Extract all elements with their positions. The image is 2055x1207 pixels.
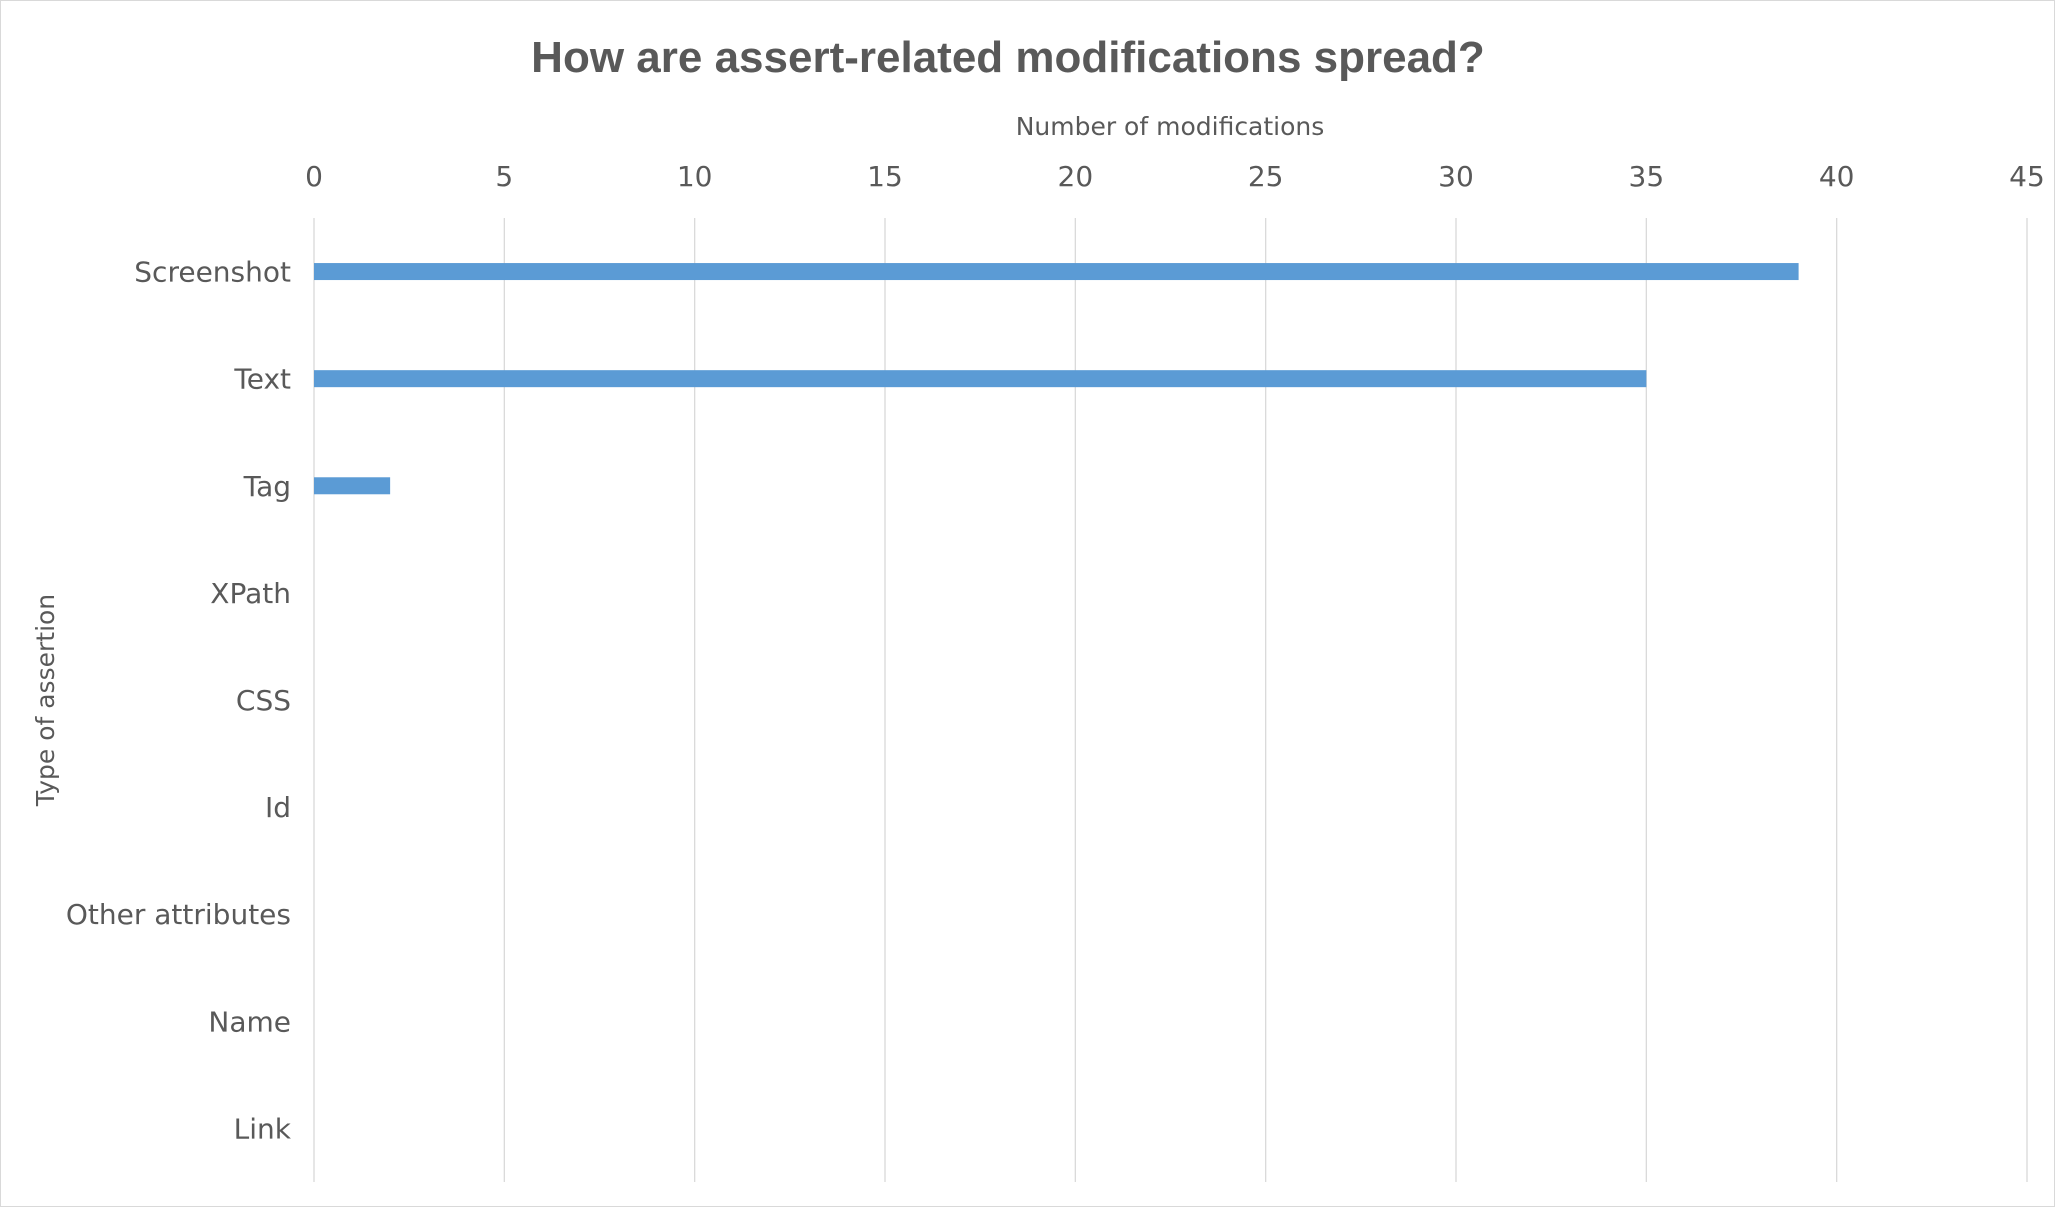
category-label: CSS: [236, 684, 291, 717]
x-tick-label: 25: [1248, 160, 1284, 193]
x-tick-label: 0: [305, 160, 323, 193]
x-tick-label: 40: [1819, 160, 1855, 193]
category-label: Id: [265, 791, 291, 824]
category-label: Text: [233, 363, 291, 396]
category-label: Name: [208, 1005, 291, 1038]
category-label: Screenshot: [134, 256, 291, 289]
x-tick-label: 5: [495, 160, 513, 193]
category-label: Link: [234, 1112, 292, 1145]
category-labels: Screenshot Text Tag XPath CSS Id Other attribu…: [66, 256, 292, 1146]
chart-title: How are assert-related modifications spr…: [531, 33, 1485, 82]
category-label: XPath: [210, 577, 291, 610]
x-tick-label: 20: [1058, 160, 1094, 193]
gridlines: [313, 218, 2028, 1182]
x-tick-label: 10: [677, 160, 713, 193]
y-axis-title: Type of assertion: [31, 594, 60, 807]
category-label: Other attributes: [66, 898, 291, 931]
bar-text: [314, 370, 1647, 388]
bar-tag: [314, 477, 391, 495]
x-tick-label: 30: [1438, 160, 1474, 193]
x-tick-label: 15: [867, 160, 903, 193]
x-tick-label: 45: [2009, 160, 2045, 193]
x-tick-labels: 0 5 10 15 20 25 30 35 40 45: [305, 160, 2045, 193]
bar-screenshot: [314, 263, 1799, 281]
bars: [314, 263, 1799, 495]
x-tick-label: 35: [1629, 160, 1665, 193]
x-axis-title: Number of modifications: [1016, 112, 1325, 141]
category-label: Tag: [243, 470, 291, 503]
